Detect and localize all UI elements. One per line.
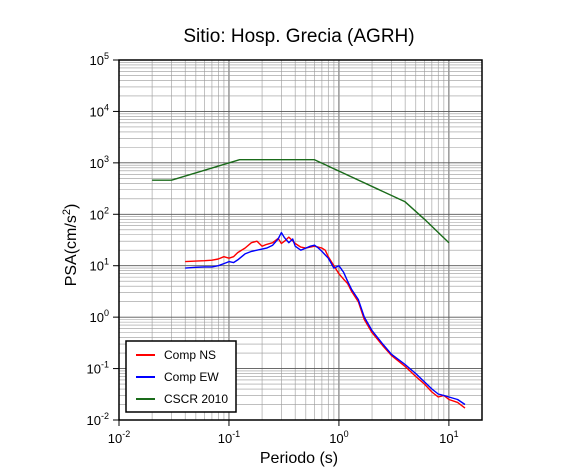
- plot-area: [118, 59, 483, 421]
- y-tick-label: 100: [90, 308, 109, 325]
- legend-label-comp-ew: Comp EW: [164, 370, 219, 384]
- series-line-cscr-2010: [152, 158, 450, 244]
- legend-label-cscr-2010: CSCR 2010: [164, 392, 228, 406]
- plot-frame: [118, 59, 483, 421]
- legend-label-comp-ns: Comp NS: [164, 348, 216, 362]
- y-tick-label: 104: [90, 102, 109, 119]
- x-axis-label: Periodo (s): [260, 450, 338, 467]
- y-axis-label: PSA(cm/s2): [61, 204, 80, 287]
- y-tick-label: 10-1: [87, 360, 109, 377]
- y-tick-label: 10-2: [87, 411, 109, 428]
- series-line-comp-ns: [185, 236, 466, 409]
- x-tick-label: 100: [329, 429, 348, 446]
- series-line-comp-ew: [185, 231, 466, 406]
- y-tick-label: 101: [90, 257, 109, 274]
- x-tick-label: 10-2: [108, 429, 130, 446]
- x-axis-ticks: 10-2 10-1 100 101: [108, 420, 459, 446]
- y-tick-label: 103: [90, 154, 109, 171]
- y-tick-label: 102: [90, 205, 109, 222]
- legend: Comp NS Comp EW CSCR 2010: [125, 340, 237, 413]
- x-tick-label: 101: [439, 429, 458, 446]
- series-layer: [152, 158, 466, 409]
- y-tick-label: 105: [90, 51, 109, 68]
- chart-title: Sitio: Hosp. Grecia (AGRH): [183, 26, 414, 47]
- grid-lines: [118, 59, 483, 421]
- x-tick-label: 10-1: [218, 429, 240, 446]
- y-axis-ticks: 10-2 10-1 100 101 102 103 104 105: [87, 51, 119, 428]
